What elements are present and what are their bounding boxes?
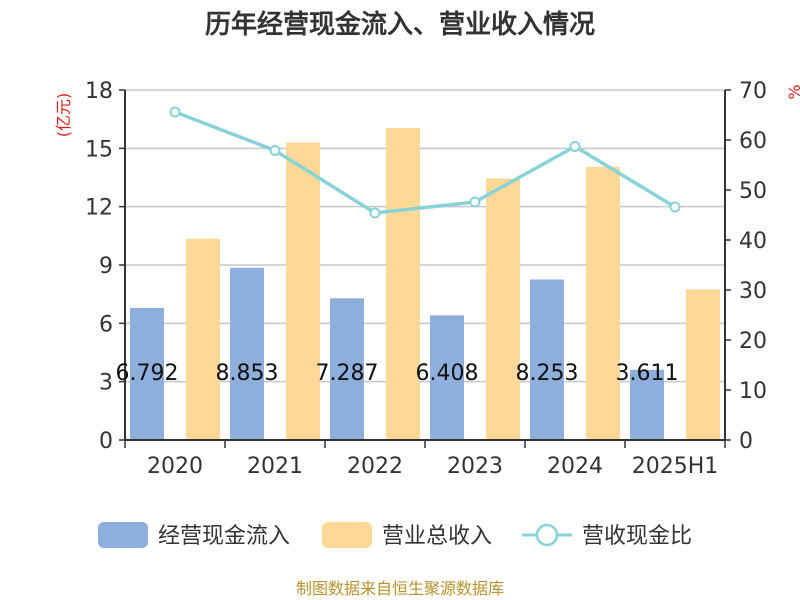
bar-value-label: 7.287 (316, 361, 379, 386)
right-tick-label: 70 (739, 79, 767, 104)
line-layer (169, 106, 681, 219)
bar-layer (130, 127, 720, 441)
line-point (669, 201, 681, 213)
right-tick-label: 10 (739, 379, 767, 404)
line-cash-ratio (174, 110, 676, 215)
bar-cash-inflow (430, 315, 464, 440)
legend-label: 经营现金流入 (158, 524, 290, 549)
right-tick-label: 40 (739, 229, 767, 254)
right-tick-label: 30 (739, 279, 767, 304)
label-layer: 6.792 8.853 7.287 6.408 8.253 3.611 (116, 361, 679, 386)
right-tick-label: 60 (739, 129, 767, 154)
legend: 经营现金流入 营业总收入 营收现金比 (98, 522, 692, 549)
bar-value-label: 6.408 (416, 361, 479, 386)
left-tick-label: 3 (99, 371, 113, 396)
left-tick-label: 12 (85, 196, 113, 221)
line-point (169, 106, 181, 118)
bar-cash-inflow (230, 267, 264, 440)
right-tick-label: 0 (739, 429, 753, 454)
category-label: 2025H1 (632, 454, 719, 479)
right-tick-label: 20 (739, 329, 767, 354)
bar-cash-inflow (530, 279, 564, 440)
bar-cash-inflow (330, 298, 364, 440)
line-point (569, 141, 581, 152)
left-tick-label: 6 (99, 312, 113, 337)
bar-total-revenue (286, 142, 320, 440)
bar-total-revenue (186, 238, 220, 440)
line-point (369, 207, 381, 219)
right-axis-unit: % (785, 84, 800, 99)
bar-value-label: 8.253 (516, 361, 579, 386)
category-label: 2021 (247, 454, 303, 479)
grid-layer (125, 89, 725, 383)
left-tick-label: 15 (85, 137, 113, 162)
legend-label: 营收现金比 (582, 524, 692, 549)
left-tick-label: 18 (85, 79, 113, 104)
left-axis-unit: (亿元) (54, 93, 73, 138)
legend-label: 营业总收入 (382, 524, 492, 549)
bar-value-label: 6.792 (116, 361, 179, 386)
legend-swatch-cash-inflow (98, 522, 148, 548)
bar-total-revenue (386, 127, 420, 441)
bar-cash-inflow (130, 307, 164, 440)
bar-total-revenue (486, 178, 520, 440)
axis-layer: 0 3 6 9 12 15 18 0 10 20 30 40 50 60 70 2020 2021 2022 202… (85, 79, 767, 479)
line-point (469, 196, 481, 208)
bar-value-label: 8.853 (216, 361, 279, 386)
line-point (269, 145, 281, 156)
left-tick-label: 9 (99, 254, 113, 279)
left-tick-label: 0 (99, 429, 113, 454)
right-tick-label: 50 (739, 179, 767, 204)
bar-cash-inflow (630, 369, 664, 440)
bar-total-revenue (586, 166, 620, 441)
category-label: 2020 (147, 454, 203, 479)
category-label: 2024 (547, 454, 603, 479)
bar-total-revenue (686, 289, 720, 440)
legend-swatch-total-revenue (322, 522, 372, 548)
bar-value-label: 3.611 (616, 361, 679, 386)
category-label: 2023 (447, 454, 503, 479)
source-note: 制图数据来自恒生聚源数据库 (296, 579, 504, 598)
legend-marker (535, 523, 559, 547)
chart-title: 历年经营现金流入、营业收入情况 (205, 9, 595, 40)
category-label: 2022 (347, 454, 403, 479)
